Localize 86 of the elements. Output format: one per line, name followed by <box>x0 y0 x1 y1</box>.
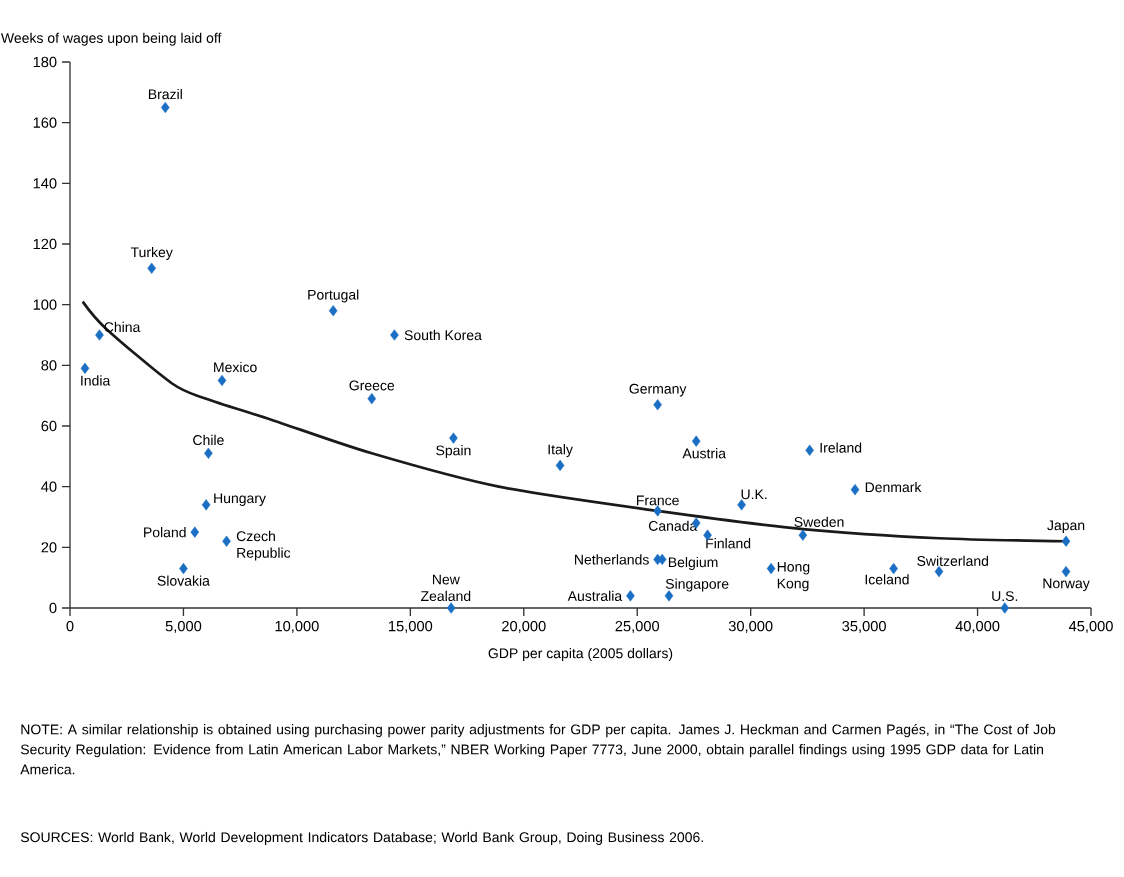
point <box>446 602 456 614</box>
x-tick-label: 45,000 <box>1068 620 1113 634</box>
annotation: Ireland <box>820 442 862 453</box>
point <box>653 505 662 517</box>
x-tick-label: 10,000 <box>275 620 319 634</box>
annotation: France <box>637 495 679 506</box>
point <box>766 562 776 575</box>
text: NOTE: A similar relationship is obtained using purchasing power parity adjustments for GDP per capita. James J. Heckman and Carmen Pagés, in “The Cost of Job Security Regulation: Evidence from Latin American Labor Markets,” NBER Working Paper 7773, June 2000, obtain parallel findings using 1995 GDP data for Latin America. <box>20 723 1056 775</box>
annotation: Belgium <box>668 556 718 570</box>
point <box>626 590 635 602</box>
point <box>367 393 377 405</box>
point <box>328 305 338 317</box>
x-tick-label: 35,000 <box>842 620 886 634</box>
annotation: Netherlands <box>575 554 649 565</box>
y-tick-label: 40 <box>41 481 57 492</box>
annotation: Canada <box>648 520 698 531</box>
x-tick-label: 40,000 <box>955 620 1000 634</box>
annotation: Denmark <box>865 481 922 493</box>
point <box>737 499 746 511</box>
annotation: Singapore <box>665 578 729 592</box>
annotation: New Zealand <box>420 574 471 602</box>
annotation: Poland <box>144 527 186 538</box>
point <box>691 435 701 447</box>
y-tick-label: 180 <box>33 56 57 68</box>
y-tick-label: 120 <box>33 238 57 250</box>
annotation: India <box>81 375 111 386</box>
annotation: Greece <box>349 380 395 391</box>
point <box>217 374 227 387</box>
x-tick-label: 0 <box>66 620 74 632</box>
annotation: Japan <box>1047 520 1085 533</box>
x-axis-title: GDP per capita (2005 dollars) <box>488 647 673 662</box>
y-tick-label: 160 <box>33 117 57 128</box>
y-tick-label: 140 <box>33 178 57 189</box>
annotation: Turkey <box>130 246 173 260</box>
annotation: Brazil <box>148 88 182 100</box>
point <box>1061 535 1071 547</box>
annotation: Germany <box>629 383 687 397</box>
annotation: Switzerland <box>917 555 989 566</box>
annotation: Spain <box>436 445 471 459</box>
annotation: China <box>104 321 141 333</box>
x-tick-label: 30,000 <box>728 620 773 634</box>
point <box>147 262 156 274</box>
point <box>201 499 211 511</box>
point <box>798 529 808 541</box>
point <box>1061 565 1071 578</box>
annotation: Slovakia <box>157 575 210 586</box>
annotation: Portugal <box>308 289 359 303</box>
point <box>1000 602 1010 614</box>
annotation: Mexico <box>214 361 257 373</box>
annotation: Australia <box>567 590 623 601</box>
annotation: Italy <box>548 444 573 458</box>
annotation: Hungary <box>214 493 266 506</box>
x-tick-label: 20,000 <box>502 620 546 634</box>
point <box>204 447 213 459</box>
annotation: Austria <box>682 448 726 459</box>
point <box>934 565 944 578</box>
point <box>222 535 231 547</box>
point <box>449 432 458 444</box>
annotation: Czech Republic <box>236 530 291 561</box>
x-tick-label: 25,000 <box>615 620 660 634</box>
y-tick-label: 60 <box>41 420 57 432</box>
source-note: SOURCES: World Bank, World Development Indicators Database; World Bank Group, Doing Business 2006. <box>20 831 703 845</box>
x-tick-label: 15,000 <box>389 620 433 634</box>
y-tick-label: 0 <box>49 602 57 614</box>
annotation: Norway <box>1043 578 1090 592</box>
annotation: Finland <box>706 538 751 549</box>
point <box>190 526 200 538</box>
point <box>653 399 662 411</box>
x-tick-label: 5,000 <box>165 620 202 634</box>
annotation: Sweden <box>794 516 844 527</box>
point <box>390 329 399 341</box>
annotation: U.S. <box>992 591 1018 602</box>
y-axis-title: Weeks of wages upon being laid off <box>1 32 222 46</box>
annotation: South Korea <box>404 329 482 341</box>
annotation: Chile <box>193 434 224 446</box>
point <box>95 329 104 341</box>
annotation: U.K. <box>741 489 767 500</box>
y-tick-label: 100 <box>33 299 57 310</box>
y-tick-label: 20 <box>41 542 57 553</box>
annotation: Iceland <box>865 574 909 585</box>
point <box>850 484 860 496</box>
point <box>80 362 90 374</box>
point <box>555 459 565 472</box>
annotation: Hong Kong <box>777 561 810 592</box>
y-tick-label: 80 <box>41 360 57 371</box>
point <box>805 444 814 456</box>
